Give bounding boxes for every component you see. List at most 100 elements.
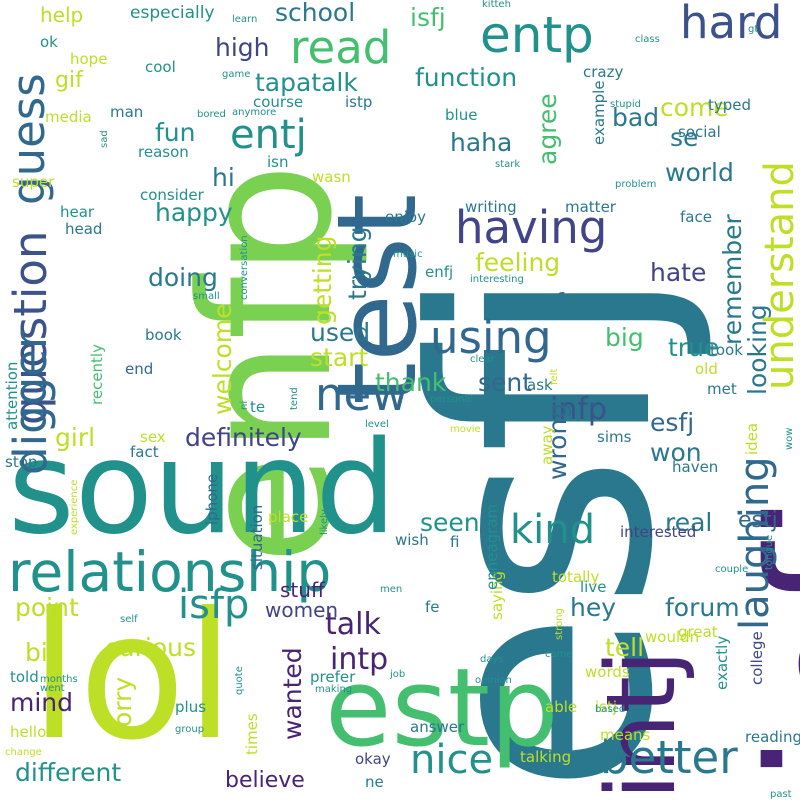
word-problem: problem [615, 179, 657, 190]
word-ne: ne [365, 773, 384, 791]
word-new: new [315, 368, 409, 421]
word-went: went [40, 683, 65, 694]
word-sound: sound [8, 414, 397, 563]
word-sorry: sorry [108, 676, 137, 740]
word-looking: looking [743, 304, 772, 395]
word-sex: sex [140, 428, 166, 446]
word-girl: girl [55, 423, 96, 452]
word-place: place [268, 508, 309, 526]
word-matter: matter [565, 198, 616, 216]
word-women: women [265, 598, 339, 622]
word-believe: believe [225, 768, 305, 793]
word-times: times [243, 713, 261, 755]
word-kind: kind [510, 507, 596, 553]
word-haha: haha [450, 128, 513, 157]
word-strong: strong [554, 608, 565, 640]
word-stop: stop [5, 453, 38, 471]
word-infp: infp [550, 392, 607, 427]
word-far: far [555, 288, 590, 317]
word-example: example [590, 80, 608, 145]
word-different: different [15, 758, 122, 787]
word-read: read [290, 21, 392, 74]
word-clear: clear [470, 354, 495, 365]
word-interested: interested [620, 523, 697, 541]
word-situation: situation [248, 504, 266, 570]
word-months: months [40, 674, 78, 685]
word-isn: isn [267, 153, 289, 171]
word-tell: tell [605, 633, 645, 662]
word-social: social [678, 123, 721, 141]
word-level: level [365, 419, 389, 430]
word-doing: doing [148, 263, 218, 292]
word-wanted: wanted [278, 647, 307, 740]
word-welcome: welcome [208, 303, 237, 415]
word-kitteh: kitteh [482, 0, 511, 10]
word-tapatalk: tapatalk [255, 68, 358, 97]
word-help: help [40, 3, 84, 27]
word-nice: nice [410, 737, 494, 783]
word-came: came [545, 649, 573, 660]
word-enfj: enfj [425, 263, 454, 281]
word-sad: sad [99, 130, 110, 148]
word-istj: istj [595, 698, 618, 716]
word-bad: bad [612, 103, 660, 132]
word-feeling: feeling [475, 248, 561, 277]
word-hard: hard [680, 0, 783, 49]
word-se: se [670, 123, 699, 152]
word-cool: cool [145, 58, 176, 76]
word-hello: hello [10, 723, 47, 741]
word-told: told [10, 668, 39, 686]
word-te: te [250, 398, 266, 416]
word-curious: curious [105, 633, 196, 662]
word-live: live [580, 578, 607, 596]
word-iphone: iphone [203, 473, 221, 525]
word-movie: movie [450, 424, 481, 435]
word-haven: haven [672, 458, 719, 476]
word-school: school [275, 0, 356, 27]
word-words: words [585, 663, 630, 681]
word-means: means [600, 726, 651, 744]
word-estp: estp [325, 646, 559, 771]
word-super: super [12, 173, 55, 191]
word-bit: bit [25, 638, 58, 667]
word-men: men [380, 584, 403, 595]
word-consider: consider [140, 186, 204, 204]
word-entp: entp [480, 6, 594, 64]
word-happy: happy [155, 198, 233, 227]
word-making: making [315, 684, 353, 695]
word-hey: hey [570, 593, 617, 622]
word-took: took [710, 341, 743, 359]
word-based: based [595, 704, 626, 715]
word-small: small [193, 291, 220, 302]
word-true: true [668, 333, 720, 362]
word-ni: ni [239, 400, 250, 410]
word-relationship: relationship [8, 540, 332, 604]
word-istp: istp [345, 93, 373, 111]
word-anymore: anymore [232, 107, 277, 118]
word-talking: talking [520, 748, 572, 766]
word-thank: thank [375, 368, 447, 397]
word-won: won [650, 438, 702, 467]
word-couple: couple [715, 564, 749, 575]
word-point: point [15, 593, 79, 622]
word-esfj: esfj [650, 408, 695, 437]
word-function: function [415, 63, 518, 92]
word-ok: ok [40, 33, 58, 51]
word-especially: especially [130, 3, 215, 23]
word-fe: fe [425, 598, 440, 616]
word-music: music [393, 249, 423, 260]
word-ask: ask [527, 376, 553, 394]
word-forum: forum [665, 593, 740, 622]
word-conversation: conversation [239, 235, 250, 300]
word-personal: personal [430, 394, 474, 405]
word-self: self [120, 614, 138, 625]
word-real: real [665, 508, 713, 537]
word-blue: blue [445, 106, 478, 124]
word-wasn: wasn [312, 168, 351, 186]
word-stuff: stuff [280, 578, 325, 602]
word-used: used [310, 318, 371, 347]
word-idea: idea [743, 422, 761, 455]
word-agree: agree [533, 93, 562, 165]
word-stupid: stupid [610, 99, 641, 110]
word-intp: intp [330, 642, 389, 677]
